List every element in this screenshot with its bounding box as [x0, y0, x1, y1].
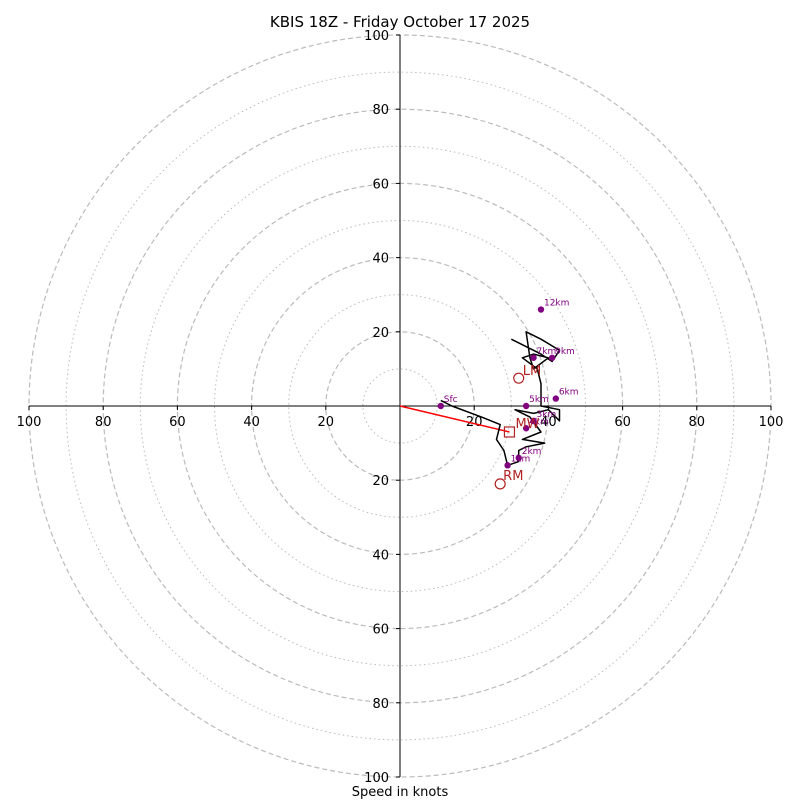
right-mover-marker: [494, 478, 506, 490]
height-marker-1km: [504, 462, 511, 469]
x-tick-label: 80: [95, 415, 112, 430]
height-label-2km: 2km: [522, 447, 542, 457]
height-label-7km: 7km: [537, 347, 557, 357]
y-tick-label: 80: [372, 697, 389, 712]
left-mover-marker: [513, 372, 525, 384]
x-tick-label: 100: [17, 415, 42, 430]
x-tick-label: 40: [243, 415, 260, 430]
height-marker-7km: [530, 354, 537, 361]
y-tick-label: 60: [372, 623, 389, 638]
y-tick-label: 20: [372, 474, 389, 489]
shear-vector-line: [399, 405, 510, 433]
height-label-5km: 5km: [529, 395, 549, 405]
height-marker-6km: [552, 395, 560, 402]
x-tick-label: 60: [169, 415, 186, 430]
x-axis-label: Speed in knots: [352, 785, 449, 800]
height-marker-2km: [515, 454, 522, 462]
height-label-4km: 4km: [529, 417, 549, 427]
height-label-9km: 9km: [555, 347, 575, 357]
x-tick-label: 20: [466, 415, 483, 430]
x-tick-label: 20: [318, 415, 335, 430]
x-tick-label: 100: [759, 415, 784, 430]
height-marker-9km: [548, 354, 556, 361]
height-label-3km: 3km: [537, 410, 557, 420]
height-marker-5km: [522, 402, 530, 410]
x-tick-labels: 100 80 60 40 20 20 40 60 80 100: [17, 406, 784, 430]
y-tick-label: 100: [364, 771, 389, 786]
hodograph-trace: [440, 331, 561, 467]
left-mover-label: LM: [523, 364, 541, 379]
mean-wind-marker: [503, 426, 516, 438]
height-marker-3km: [530, 417, 537, 425]
height-label-sfc: Sfc: [444, 395, 458, 405]
hodograph-trace-layer: [440, 331, 561, 467]
right-mover-label: RM: [503, 469, 523, 484]
x-tick-label: 80: [689, 415, 706, 430]
shear-vector-layer: [399, 405, 510, 433]
y-tick-label: 40: [372, 252, 389, 267]
height-marker-4km: [522, 425, 530, 432]
height-marker-sfc: [437, 402, 445, 410]
height-marker-12km: [537, 306, 545, 313]
y-tick-label: 80: [372, 103, 389, 118]
height-markers: Sfc1km2km3km4km5km6km7km9km12km: [437, 299, 579, 469]
height-label-6km: 6km: [559, 388, 579, 398]
y-tick-label: 20: [372, 326, 389, 341]
x-tick-label: 40: [540, 415, 557, 430]
height-label-12km: 12km: [544, 299, 569, 309]
y-tick-labels: 100 80 60 40 20 20 40 60 80 100: [364, 29, 400, 786]
storm-motion-markers: MW RM LM: [494, 364, 541, 490]
chart-title: KBIS 18Z - Friday October 17 2025: [270, 13, 530, 31]
mean-wind-label: MW: [515, 417, 539, 432]
y-tick-label: 100: [364, 29, 389, 44]
y-tick-label: 40: [372, 548, 389, 563]
y-tick-label: 60: [372, 177, 389, 192]
x-tick-label: 60: [614, 415, 631, 430]
